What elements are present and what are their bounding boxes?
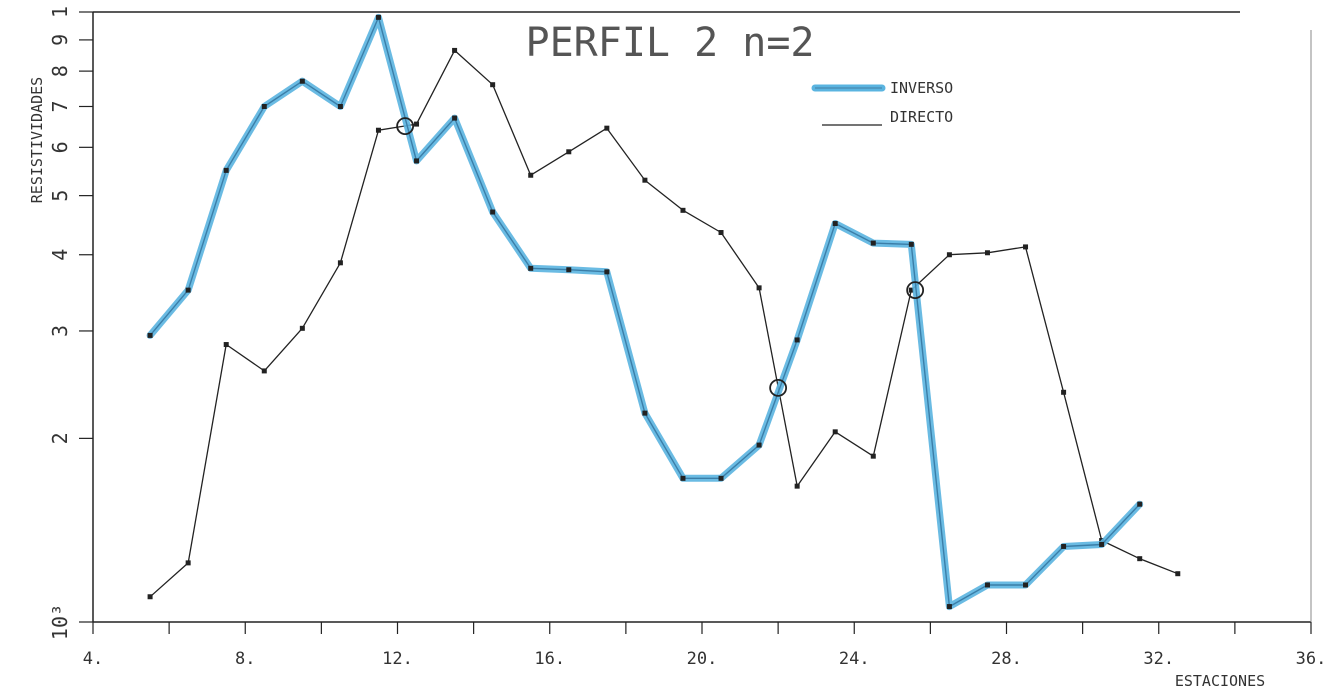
x-axis-label: ESTACIONES bbox=[1175, 672, 1265, 690]
series-line-directo bbox=[149, 49, 1179, 598]
data-point-directo bbox=[566, 149, 572, 155]
x-tick-label: 20. bbox=[687, 649, 718, 669]
data-point-directo bbox=[604, 125, 610, 131]
data-point-inverso bbox=[984, 582, 990, 588]
data-point-directo bbox=[452, 47, 458, 53]
data-point-directo bbox=[832, 429, 838, 435]
y-tick-label: 4 bbox=[48, 249, 72, 261]
data-point-inverso bbox=[642, 410, 648, 416]
data-point-inverso bbox=[299, 78, 305, 84]
x-tick-label: 36. bbox=[1296, 649, 1327, 669]
data-point-inverso bbox=[832, 221, 838, 227]
x-tick-label: 8. bbox=[235, 649, 255, 669]
data-point-directo bbox=[1023, 244, 1029, 250]
data-point-inverso bbox=[946, 604, 952, 610]
data-point-inverso bbox=[794, 337, 800, 343]
y-tick-label: 5 bbox=[48, 190, 72, 202]
data-point-inverso bbox=[908, 241, 914, 247]
data-point-directo bbox=[756, 285, 762, 291]
annotation-layer bbox=[396, 117, 925, 397]
y-tick-label: 9 bbox=[48, 34, 72, 46]
data-point-directo bbox=[642, 177, 648, 183]
series-layer bbox=[146, 13, 1181, 611]
data-point-directo bbox=[984, 250, 990, 256]
x-tick-label: 4. bbox=[83, 649, 103, 669]
data-point-directo bbox=[185, 560, 191, 566]
y-tick-label: 8 bbox=[48, 65, 72, 77]
chart-title: PERFIL 2 n=2 bbox=[526, 20, 815, 66]
data-point-inverso bbox=[414, 158, 420, 164]
data-point-inverso bbox=[375, 14, 381, 20]
data-point-inverso bbox=[680, 475, 686, 481]
data-point-inverso bbox=[604, 269, 610, 275]
x-tick-label: 32. bbox=[1143, 649, 1174, 669]
data-point-directo bbox=[908, 287, 914, 293]
y-tick-label: 3 bbox=[48, 325, 72, 337]
data-point-directo bbox=[870, 453, 876, 459]
x-ticks: 4. 8. 12. 16. 20. 24. 28. 32. 36. bbox=[83, 622, 1327, 669]
data-point-directo bbox=[680, 207, 686, 213]
data-point-inverso bbox=[452, 115, 458, 121]
data-point-directo bbox=[528, 172, 534, 178]
data-point-inverso bbox=[1099, 541, 1105, 547]
crossing-marker bbox=[906, 281, 925, 300]
y-tick-label: 2 bbox=[48, 432, 72, 444]
y-tick-label: 10³ bbox=[48, 604, 72, 640]
y-axis-label: RESISTIVIDADES bbox=[28, 77, 46, 203]
data-point-inverso bbox=[147, 332, 153, 338]
data-point-directo bbox=[1061, 389, 1067, 395]
x-tick-label: 24. bbox=[839, 649, 870, 669]
y-tick-label: 7 bbox=[48, 100, 72, 112]
data-point-directo bbox=[794, 483, 800, 489]
legend-label-inverso: INVERSO bbox=[890, 79, 953, 97]
data-point-directo bbox=[147, 594, 153, 600]
data-point-directo bbox=[299, 325, 305, 331]
data-point-directo bbox=[1175, 571, 1181, 577]
data-point-directo bbox=[337, 260, 343, 266]
data-point-inverso bbox=[1061, 543, 1067, 549]
data-point-inverso bbox=[261, 103, 267, 109]
data-point-inverso bbox=[528, 265, 534, 271]
x-tick-label: 16. bbox=[534, 649, 565, 669]
data-point-directo bbox=[223, 342, 229, 348]
data-point-directo bbox=[1137, 556, 1143, 562]
crossing-marker bbox=[769, 378, 788, 397]
data-point-directo bbox=[490, 82, 496, 88]
data-point-inverso bbox=[1023, 582, 1029, 588]
data-point-directo bbox=[261, 368, 267, 374]
data-point-directo bbox=[414, 121, 420, 127]
y-tick-label: 1 bbox=[48, 6, 72, 18]
y-ticks: 10³ 2 3 4 5 6 7 8 9 1 bbox=[48, 6, 93, 640]
data-point-inverso bbox=[718, 475, 724, 481]
data-point-directo bbox=[718, 230, 724, 236]
data-point-directo bbox=[375, 127, 381, 133]
data-point-inverso bbox=[756, 442, 762, 448]
legend: INVERSO DIRECTO bbox=[811, 79, 953, 126]
x-tick-label: 12. bbox=[382, 649, 413, 669]
x-tick-label: 28. bbox=[991, 649, 1022, 669]
data-point-inverso bbox=[1137, 501, 1143, 507]
crossing-marker bbox=[396, 117, 415, 136]
data-point-directo bbox=[946, 252, 952, 258]
data-point-inverso bbox=[870, 240, 876, 246]
data-point-inverso bbox=[566, 267, 572, 273]
data-point-inverso bbox=[490, 209, 496, 215]
data-point-inverso bbox=[185, 287, 191, 293]
data-point-inverso bbox=[337, 103, 343, 109]
legend-label-directo: DIRECTO bbox=[890, 108, 953, 126]
data-point-inverso bbox=[223, 167, 229, 173]
y-tick-label: 6 bbox=[48, 141, 72, 153]
